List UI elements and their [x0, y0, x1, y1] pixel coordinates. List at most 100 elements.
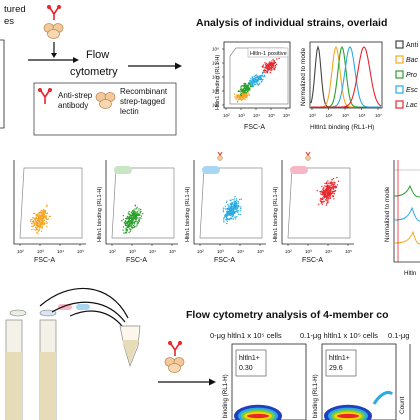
histogram-ylabel: Normalized to mode [300, 47, 307, 106]
scatter-point [133, 216, 135, 218]
legend-antibody-line-2: antibody [58, 101, 88, 110]
scatter-point [225, 216, 228, 218]
scatter-point [239, 94, 242, 96]
scatter-point [331, 183, 333, 185]
scatter-point [231, 203, 234, 205]
scatter-point [333, 193, 336, 195]
scatter-point [237, 213, 240, 215]
scatter-point [336, 176, 338, 179]
x-tick-label: 10⁵ [169, 249, 176, 254]
x-tick-label: 10⁶ [283, 113, 290, 118]
scatter-gate [199, 167, 263, 239]
scatter-point [259, 82, 261, 85]
scatter-point [262, 69, 265, 72]
scatter-point [254, 81, 256, 83]
scatter-point [122, 226, 125, 228]
scatter-point [128, 228, 131, 230]
x-tick-label: 10³ [129, 249, 136, 254]
scatter-point [42, 214, 44, 216]
scatter-point [135, 226, 137, 228]
scatter-point [133, 225, 136, 227]
scatter-point [46, 204, 48, 206]
scatter-point [40, 230, 43, 232]
scatter-point [44, 210, 46, 213]
scatter-point [127, 225, 129, 227]
scatter-point [124, 223, 127, 226]
pool-arrow-2 [51, 301, 126, 323]
scatter-point [332, 184, 335, 186]
strain-legend: Anti Bac Pro Esc Lac [395, 40, 419, 109]
scatter-point [243, 95, 245, 98]
scatter-point [329, 193, 331, 196]
scatter-point [38, 225, 40, 227]
x-tick-label: 10⁴ [149, 249, 156, 254]
scatter-point [122, 218, 125, 220]
scatter-point [261, 72, 264, 75]
scatter-point [131, 227, 134, 229]
scatter-point [245, 91, 247, 94]
scatter-point [275, 63, 278, 66]
scatter-point [40, 216, 42, 218]
scatter-point [233, 206, 235, 209]
hist-x-tick-label: 10⁷ [375, 113, 382, 118]
hist-x-tick-label: 10⁵ [342, 113, 349, 118]
scatter-point [227, 208, 230, 210]
scatter-point [40, 218, 42, 220]
scatter-point [47, 218, 49, 220]
scatter-point [240, 92, 242, 95]
scatter-point [125, 231, 127, 233]
hist-x-tick-label: 10⁴ [326, 113, 333, 118]
scatter-point [239, 198, 241, 201]
scatter-point [246, 84, 248, 87]
scatter-point [247, 84, 249, 87]
scatter-point [126, 230, 129, 232]
scatter-point [323, 187, 325, 189]
scatter-point [273, 68, 276, 71]
scatter-point [136, 214, 138, 216]
scatter-point [251, 79, 253, 82]
scatter-point [274, 67, 276, 70]
scatter-point [330, 182, 333, 184]
scatter-point [132, 213, 134, 216]
scatter-point [329, 195, 331, 197]
lectin-bound-icon [305, 155, 311, 161]
scatter-point [124, 222, 126, 225]
scatter-point [132, 212, 134, 215]
scatter-point [251, 76, 254, 78]
scatter-point [224, 215, 226, 217]
scatter-point [227, 207, 229, 209]
x-tick-label: 10⁴ [57, 249, 64, 254]
scatter-point [235, 200, 238, 202]
gate-name: hltln1+ [239, 355, 260, 362]
scatter-point [270, 68, 273, 70]
scatter-point [42, 208, 45, 211]
scatter-point [33, 229, 35, 231]
legend-swatch [395, 40, 404, 49]
scatter-point [237, 209, 239, 212]
scatter-point [226, 211, 228, 214]
scatter-point [327, 195, 329, 197]
overlay-scatter-ylabel: Hltln1 binding (RL1-H) [215, 55, 221, 110]
scatter-point [332, 192, 334, 195]
scatter-point [234, 216, 236, 218]
scatter-point [274, 64, 277, 67]
scatter-point [265, 64, 268, 67]
scatter-point [235, 200, 237, 203]
anti-strep-antibody-icon [38, 88, 52, 104]
x-tick-label: 10⁴ [237, 249, 244, 254]
scatter-point [246, 87, 248, 89]
scatter-point [227, 212, 229, 215]
scatter-point [139, 217, 141, 219]
density-contour [337, 413, 359, 419]
scatter-point [44, 215, 46, 218]
scatter-point [35, 219, 37, 221]
scatter-point [256, 83, 258, 85]
scatter-point [41, 212, 43, 214]
scatter-point [237, 95, 239, 97]
scatter-ylabel: Hltln1 binding (RL1-H) [185, 187, 191, 242]
scatter-point [327, 201, 329, 203]
scatter-point [323, 197, 325, 199]
x-tick-label: 10² [197, 249, 204, 254]
scatter-point [326, 192, 328, 195]
scatter-point [270, 66, 273, 69]
